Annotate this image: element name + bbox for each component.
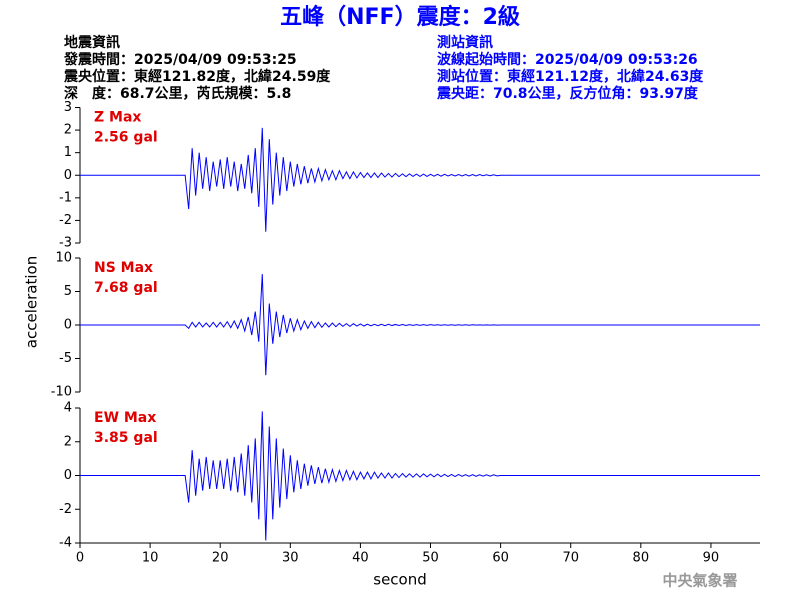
- x-tick-label: 90: [703, 551, 720, 566]
- title: 五峰（NFF）震度：2級: [280, 4, 520, 30]
- x-axis-label: second: [373, 571, 427, 589]
- y-tick-label: 0: [64, 468, 72, 483]
- x-tick-label: 30: [282, 551, 299, 566]
- info-right: 測站資訊: [437, 34, 493, 51]
- y-tick-label: -3: [59, 236, 72, 251]
- x-tick-label: 60: [492, 551, 509, 566]
- max-label: 2.56 gal: [94, 130, 158, 146]
- x-tick-label: 0: [76, 551, 84, 566]
- y-tick-label: -5: [59, 351, 72, 366]
- y-tick-label: -2: [59, 502, 72, 517]
- waveform: [80, 274, 760, 376]
- y-tick-label: 1: [64, 145, 72, 160]
- x-tick-label: 50: [422, 551, 439, 566]
- x-tick-label: 80: [633, 551, 650, 566]
- y-tick-label: -1: [59, 190, 72, 205]
- x-tick-label: 10: [142, 551, 159, 566]
- max-label: NS Max: [94, 260, 153, 276]
- info-left: 地震資訊: [64, 34, 120, 51]
- y-axis-label: acceleration: [23, 256, 41, 348]
- y-tick-label: -10: [51, 385, 72, 400]
- x-tick-label: 20: [212, 551, 229, 566]
- max-label: 3.85 gal: [94, 430, 158, 446]
- y-tick-label: -4: [59, 536, 72, 551]
- x-tick-label: 70: [562, 551, 579, 566]
- y-tick-label: 2: [64, 434, 72, 449]
- y-tick-label: 10: [55, 251, 72, 266]
- info-left: 震央位置：東經121.82度，北緯24.59度: [63, 68, 331, 85]
- x-tick-label: 40: [352, 551, 369, 566]
- y-tick-label: -2: [59, 213, 72, 228]
- y-tick-label: 0: [64, 168, 72, 183]
- info-right: 波線起始時間：2025/04/09 09:53:26: [437, 51, 698, 68]
- y-tick-label: 3: [64, 100, 72, 115]
- max-label: EW Max: [94, 410, 156, 426]
- info-right: 測站位置：東經121.12度，北緯24.63度: [437, 68, 704, 85]
- y-tick-label: 5: [64, 284, 72, 299]
- info-left: 深 度：68.7公里，芮氏規模：5.8: [64, 85, 291, 102]
- y-tick-label: 2: [64, 123, 72, 138]
- y-tick-label: 0: [64, 318, 72, 333]
- max-label: 7.68 gal: [94, 280, 158, 296]
- y-tick-label: 4: [64, 401, 72, 416]
- info-left: 發震時間：2025/04/09 09:53:25: [63, 51, 297, 68]
- waveform: [80, 411, 760, 541]
- waveform: [80, 127, 760, 232]
- info-right: 震央距：70.8公里，反方位角：93.97度: [436, 85, 699, 102]
- footer: 中央氣象署: [662, 572, 737, 590]
- max-label: Z Max: [94, 110, 141, 126]
